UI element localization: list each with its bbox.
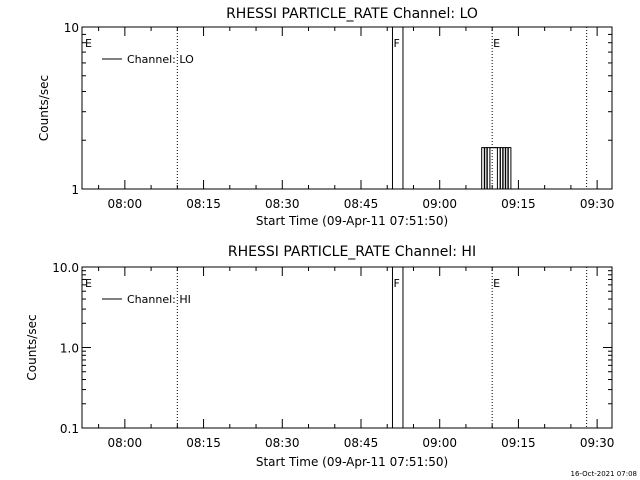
x-tick-label: 08:15 [186, 197, 221, 211]
panel-lo: RHESSI PARTICLE_RATE Channel: LO Counts/s… [37, 6, 614, 228]
x-tick-label: 09:30 [580, 197, 615, 211]
y-tick-label: 0.1 [60, 422, 79, 436]
x-tick-label: 09:15 [501, 197, 536, 211]
x-tick-label: 09:15 [501, 436, 536, 450]
plot-frame [81, 26, 613, 190]
chart-title: RHESSI PARTICLE_RATE Channel: HI [228, 244, 476, 260]
panel-hi: RHESSI PARTICLE_RATE Channel: HI Counts/s… [25, 244, 614, 469]
x-tick-label: 08:00 [108, 197, 143, 211]
flag-label: F [393, 37, 399, 50]
y-tick-label: 1.0 [60, 342, 79, 356]
flag-label: F [393, 277, 399, 290]
y-tick-label: 1 [71, 183, 79, 197]
x-tick-label: 08:30 [265, 436, 300, 450]
y-axis-label: Counts/sec [25, 314, 39, 380]
plot-frame [81, 266, 613, 429]
footer-timestamp: 16-Oct-2021 07:08 [571, 470, 637, 478]
y-tick-label: 10 [64, 21, 79, 35]
flag-label: E [85, 277, 92, 290]
legend-entry: Channel: LO [127, 53, 194, 66]
x-axis-label: Start Time (09-Apr-11 07:51:50) [256, 455, 448, 469]
x-tick-label: 09:00 [422, 197, 457, 211]
x-axis-label: Start Time (09-Apr-11 07:51:50) [256, 214, 448, 228]
x-tick-label: 09:30 [580, 436, 615, 450]
legend-entry: Channel: HI [127, 293, 191, 306]
series-line [482, 147, 512, 190]
x-tick-label: 08:30 [265, 197, 300, 211]
x-tick-label: 09:00 [422, 436, 457, 450]
y-tick-label: 10.0 [52, 261, 79, 275]
x-tick-label: 08:45 [344, 197, 379, 211]
flag-label: E [493, 37, 500, 50]
x-tick-label: 08:00 [108, 436, 143, 450]
flag-label: E [85, 37, 92, 50]
x-tick-label: 08:15 [186, 436, 221, 450]
y-axis-label: Counts/sec [37, 75, 51, 141]
flag-label: E [493, 277, 500, 290]
x-tick-label: 08:45 [344, 436, 379, 450]
chart-title: RHESSI PARTICLE_RATE Channel: LO [226, 6, 478, 22]
